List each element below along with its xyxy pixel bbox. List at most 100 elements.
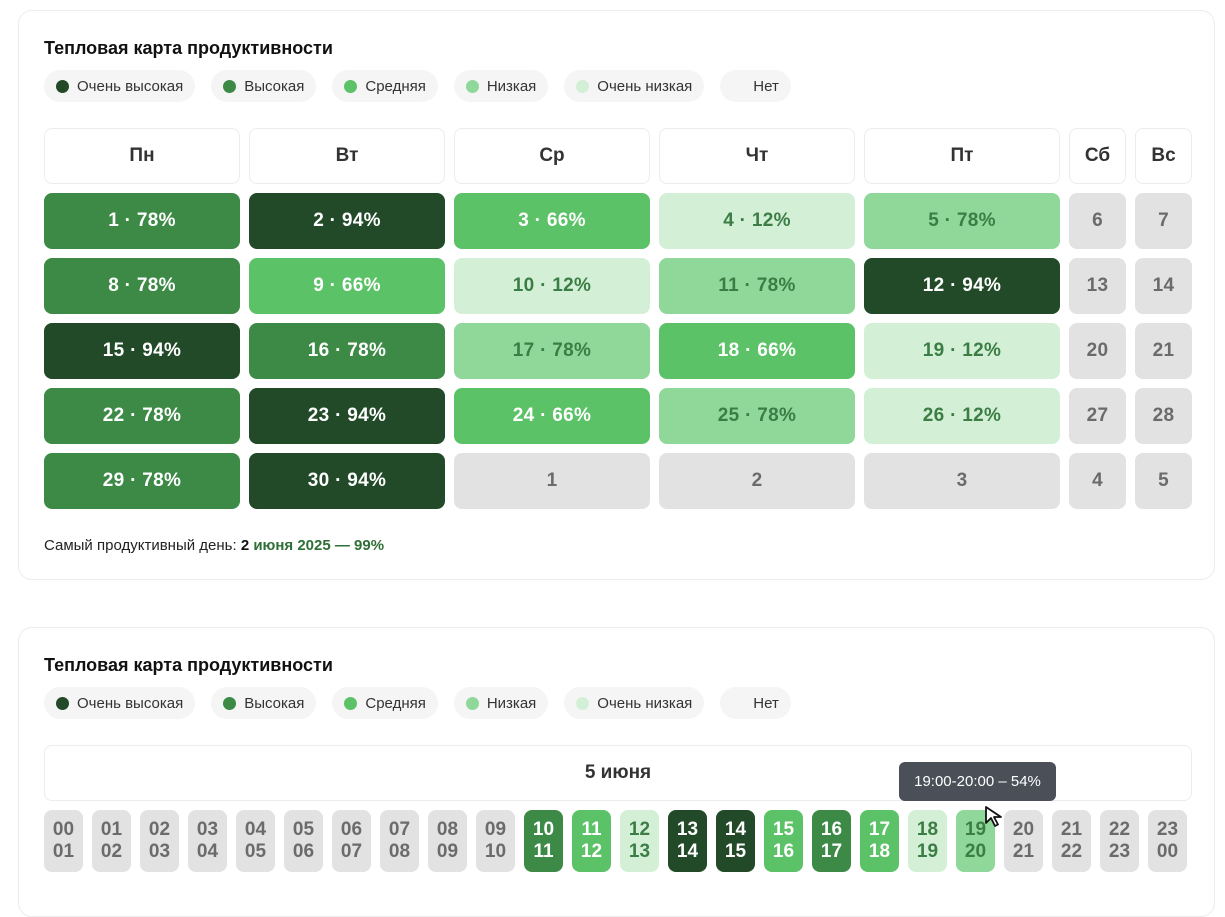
calendar-day-cell[interactable]: 6 <box>1069 193 1126 249</box>
legend-dot <box>576 696 590 710</box>
hour-cell[interactable]: 07 08 <box>380 810 419 872</box>
hour-cell[interactable]: 02 03 <box>140 810 179 872</box>
legend-dot <box>465 79 479 93</box>
hour-cell[interactable]: 23 00 <box>1148 810 1187 872</box>
calendar-day-cell[interactable]: 26 · 12% <box>864 388 1060 444</box>
hour-tooltip: 19:00-20:00 – 54% <box>899 762 1056 801</box>
hour-start: 08 <box>436 819 459 840</box>
summary-date: 2 <box>240 537 250 554</box>
calendar-day-cell[interactable]: 24 · 66% <box>454 388 650 444</box>
calendar-day-cell[interactable]: 29 · 78% <box>44 453 240 509</box>
hour-cell[interactable]: 13 14 <box>668 810 707 872</box>
hour-cell[interactable]: 08 09 <box>428 810 467 872</box>
hour-start: 06 <box>340 819 363 840</box>
calendar-day-cell[interactable]: 2 · 94% <box>249 193 445 249</box>
hour-cell[interactable]: 11 12 <box>572 810 611 872</box>
calendar-day-cell[interactable]: 4 · 12% <box>659 193 855 249</box>
calendar-day-cell[interactable]: 14 <box>1135 258 1192 314</box>
legend-label: Средняя <box>365 694 426 712</box>
legend-dot <box>344 696 358 710</box>
hour-cell[interactable]: 16 17 <box>812 810 851 872</box>
hour-cell[interactable]: 05 06 <box>284 810 323 872</box>
calendar-day-cell[interactable]: 1 · 78% <box>44 193 240 249</box>
card-title: Тепловая карта продуктивности <box>44 38 333 58</box>
hour-cell[interactable]: 00 01 <box>44 810 83 872</box>
hour-end: 19 <box>916 841 939 862</box>
calendar-day-cell[interactable]: 3 <box>864 453 1060 509</box>
hour-start: 12 <box>628 819 651 840</box>
calendar-day-cell[interactable]: 25 · 78% <box>659 388 855 444</box>
hour-start: 10 <box>532 819 555 840</box>
calendar-day-cell[interactable]: 7 <box>1135 193 1192 249</box>
hour-end: 06 <box>292 841 315 862</box>
calendar-day-cell[interactable]: 11 · 78% <box>659 258 855 314</box>
hour-cell[interactable]: 21 22 <box>1052 810 1091 872</box>
weekday-header: Ср <box>454 128 650 184</box>
legend-dot <box>223 696 237 710</box>
hour-cell[interactable]: 20 21 <box>1004 810 1043 872</box>
calendar-day-cell[interactable]: 23 · 94% <box>249 388 445 444</box>
legend-label: Нет <box>753 77 779 95</box>
hour-cell[interactable]: 12 13 <box>620 810 659 872</box>
hour-cell[interactable]: 18 19 <box>908 810 947 872</box>
calendar-day-cell[interactable]: 12 · 94% <box>864 258 1060 314</box>
hour-cell[interactable]: 01 02 <box>92 810 131 872</box>
legend-label: Очень высокая <box>77 694 184 712</box>
hour-start: 03 <box>196 819 219 840</box>
hour-start: 22 <box>1108 819 1131 840</box>
legend-label: Очень низкая <box>597 694 693 712</box>
hour-cell[interactable]: 06 07 <box>332 810 371 872</box>
legend-very-low: Очень низкая <box>564 687 705 719</box>
hour-start: 07 <box>388 819 411 840</box>
calendar-day-cell[interactable]: 27 <box>1069 388 1126 444</box>
calendar-day-cell[interactable]: 2 <box>659 453 855 509</box>
calendar-day-cell[interactable]: 20 <box>1069 323 1126 379</box>
calendar-day-cell[interactable]: 5 <box>1135 453 1192 509</box>
hour-cell[interactable]: 03 04 <box>188 810 227 872</box>
calendar-day-cell[interactable]: 10 · 12% <box>454 258 650 314</box>
calendar-day-cell[interactable]: 1 <box>454 453 650 509</box>
legend-label: Низкая <box>486 77 537 95</box>
calendar-grid: Пн Вт Ср Чт Пт Сб Вс 1 · 78% 2 · 94% 3 · 66% 4 · 1… <box>44 128 1192 509</box>
hour-end: 07 <box>340 841 363 862</box>
legend-label: Средняя <box>365 77 426 95</box>
weekday-header: Вт <box>249 128 445 184</box>
calendar-day-cell[interactable]: 3 · 66% <box>454 193 650 249</box>
hour-cell[interactable]: 09 10 <box>476 810 515 872</box>
calendar-day-cell[interactable]: 4 <box>1069 453 1126 509</box>
hour-cell[interactable]: 22 23 <box>1100 810 1139 872</box>
legend-label: Нет <box>753 694 779 712</box>
hour-end: 04 <box>196 841 219 862</box>
calendar-day-cell[interactable]: 13 <box>1069 258 1126 314</box>
calendar-day-cell[interactable]: 5 · 78% <box>864 193 1060 249</box>
hour-start: 15 <box>772 819 795 840</box>
hour-start: 20 <box>1012 819 1035 840</box>
calendar-day-cell[interactable]: 17 · 78% <box>454 323 650 379</box>
calendar-day-cell[interactable]: 21 <box>1135 323 1192 379</box>
hour-end: 21 <box>1012 841 1035 862</box>
legend-label: Высокая <box>244 77 305 95</box>
hour-cell[interactable]: 17 18 <box>860 810 899 872</box>
calendar-day-cell[interactable]: 9 · 66% <box>249 258 445 314</box>
calendar-day-cell[interactable]: 30 · 94% <box>249 453 445 509</box>
calendar-day-cell[interactable]: 16 · 78% <box>249 323 445 379</box>
calendar-day-cell[interactable]: 15 · 94% <box>44 323 240 379</box>
hour-cell[interactable]: 14 15 <box>716 810 755 872</box>
hour-cell[interactable]: 15 16 <box>764 810 803 872</box>
hour-end: 22 <box>1060 841 1083 862</box>
hour-cell[interactable]: 10 11 <box>524 810 563 872</box>
calendar-day-cell[interactable]: 8 · 78% <box>44 258 240 314</box>
hour-cell[interactable]: 04 05 <box>236 810 275 872</box>
legend-high: Высокая <box>211 687 317 719</box>
legend: Очень высокая Высокая Средняя Низкая Оче… <box>44 687 791 719</box>
calendar-day-cell[interactable]: 28 <box>1135 388 1192 444</box>
hour-start: 00 <box>52 819 75 840</box>
legend-label: Очень низкая <box>597 77 693 95</box>
calendar-day-cell[interactable]: 18 · 66% <box>659 323 855 379</box>
hour-start: 18 <box>916 819 939 840</box>
legend-label: Низкая <box>486 694 537 712</box>
hour-start: 17 <box>868 819 891 840</box>
calendar-day-cell[interactable]: 22 · 78% <box>44 388 240 444</box>
calendar-day-cell[interactable]: 19 · 12% <box>864 323 1060 379</box>
legend-very-low: Очень низкая <box>564 70 705 102</box>
